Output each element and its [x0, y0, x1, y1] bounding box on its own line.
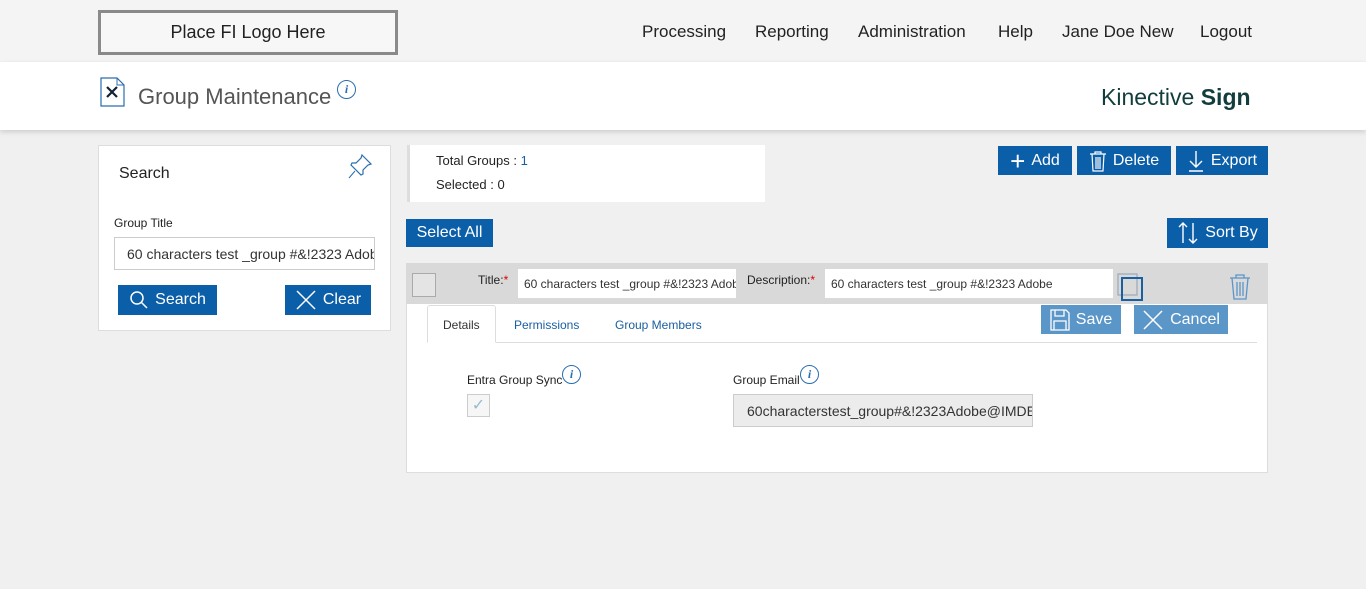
- close-icon: [1143, 309, 1163, 330]
- fi-logo-placeholder: Place FI Logo Here: [98, 10, 398, 55]
- sort-by-label: Sort By: [1205, 224, 1258, 241]
- nav-logout[interactable]: Logout: [1200, 22, 1252, 41]
- copy-icon[interactable]: [1117, 273, 1145, 301]
- total-groups: Total Groups : 1: [436, 153, 528, 168]
- info-icon[interactable]: i: [800, 365, 819, 384]
- group-email-input[interactable]: 60characterstest_group#&!2323Adobe@IMDEV…: [733, 394, 1033, 427]
- trash-icon[interactable]: [1229, 273, 1251, 301]
- sort-icon: [1178, 222, 1198, 244]
- info-icon[interactable]: i: [562, 365, 581, 384]
- page-header: [0, 62, 1366, 130]
- description-input[interactable]: 60 characters test _group #&!2323 Adobe: [825, 269, 1113, 298]
- delete-label: Delete: [1112, 151, 1160, 169]
- sort-by-button[interactable]: Sort By: [1167, 218, 1268, 248]
- nav-user[interactable]: Jane Doe New: [1062, 22, 1174, 41]
- title-label: Title:*: [478, 273, 509, 287]
- save-label: Save: [1075, 310, 1113, 328]
- info-icon[interactable]: i: [337, 80, 356, 99]
- group-title-label: Group Title: [114, 216, 173, 230]
- search-icon: [130, 291, 148, 309]
- tab-details-label: Details: [443, 318, 480, 332]
- selected-count: Selected : 0: [436, 177, 505, 192]
- trash-icon: [1089, 150, 1106, 172]
- tabs-divider: [427, 342, 1257, 343]
- group-email-label: Group Email: [733, 373, 800, 387]
- pin-icon[interactable]: [347, 153, 373, 179]
- search-button-label: Search: [155, 291, 206, 308]
- group-title-input[interactable]: 60 characters test _group #&!2323 Adobe: [114, 237, 375, 270]
- tab-permissions[interactable]: Permissions: [514, 318, 580, 332]
- nav-reporting[interactable]: Reporting: [755, 22, 829, 41]
- close-icon: [296, 290, 316, 310]
- export-label: Export: [1210, 151, 1258, 169]
- plus-icon: +: [1010, 145, 1026, 176]
- cancel-label: Cancel: [1170, 310, 1220, 328]
- search-button[interactable]: Search: [118, 285, 217, 315]
- document-tools-icon: [100, 77, 125, 107]
- tab-group-members[interactable]: Group Members: [615, 318, 702, 332]
- delete-button[interactable]: Delete: [1077, 146, 1171, 175]
- group-select-checkbox[interactable]: [412, 273, 436, 297]
- entra-sync-checkbox[interactable]: ✓: [467, 394, 490, 417]
- description-label: Description:*: [747, 273, 816, 287]
- download-icon: [1188, 150, 1203, 172]
- stats-box: [407, 145, 765, 202]
- select-all-button[interactable]: Select All: [406, 219, 493, 247]
- clear-button-label: Clear: [322, 291, 362, 308]
- save-button[interactable]: Save: [1041, 305, 1121, 334]
- nav-help[interactable]: Help: [998, 22, 1033, 41]
- cancel-button[interactable]: Cancel: [1134, 305, 1228, 334]
- save-icon: [1050, 308, 1070, 331]
- entra-sync-label: Entra Group Sync: [467, 373, 563, 387]
- add-label: Add: [1031, 151, 1060, 169]
- brand-logo: Kinective Sign: [1101, 84, 1251, 110]
- title-input[interactable]: 60 characters test _group #&!2323 Adobe: [518, 269, 736, 298]
- export-button[interactable]: Export: [1176, 146, 1268, 175]
- page-title: Group Maintenance: [138, 84, 332, 109]
- search-panel-title: Search: [119, 165, 170, 182]
- add-button[interactable]: + Add: [998, 146, 1072, 175]
- nav-processing[interactable]: Processing: [642, 22, 727, 41]
- clear-button[interactable]: Clear: [285, 285, 371, 315]
- tab-details[interactable]: Details: [427, 305, 496, 343]
- nav-administration[interactable]: Administration: [858, 22, 966, 41]
